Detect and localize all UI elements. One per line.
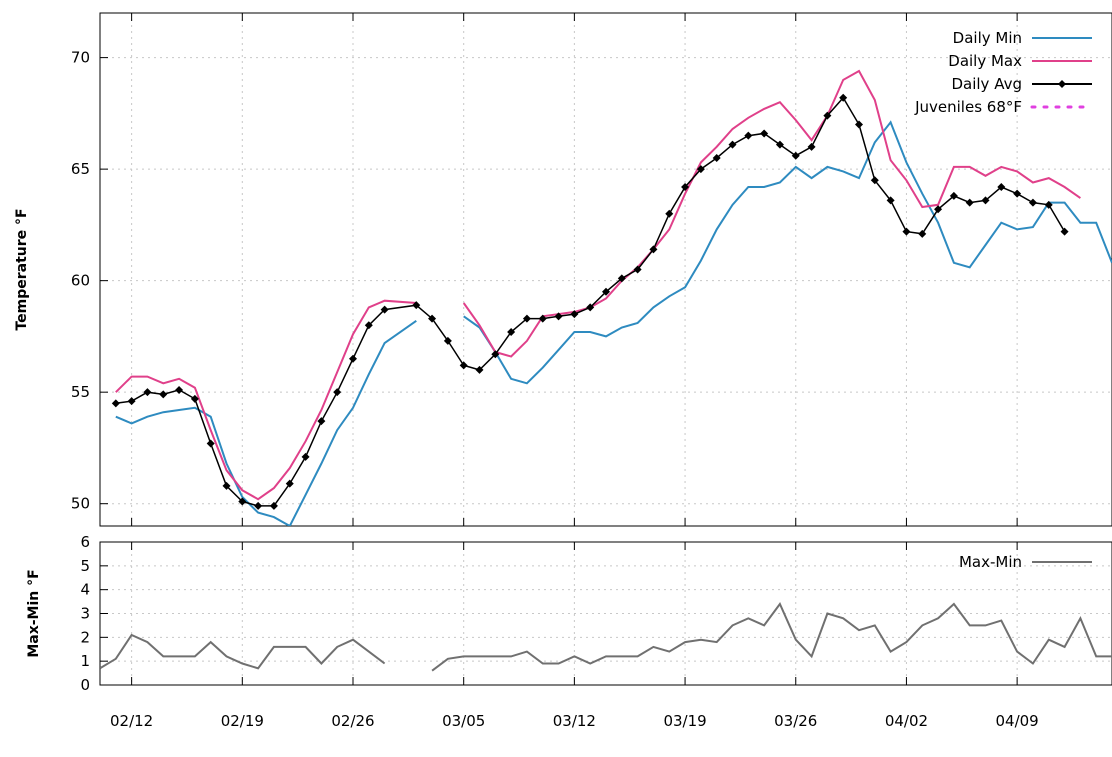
daily-avg-point — [728, 140, 737, 149]
temperature-panel: 50 55 60 65 70 Temperature °F Daily Min Daily M… — [14, 12, 1112, 527]
daily-avg-point — [349, 354, 357, 363]
x-tick-label: 02/19 — [221, 712, 264, 730]
daily-avg-point — [602, 287, 610, 296]
top-plot-frame — [99, 12, 1112, 527]
daily-avg-point — [949, 191, 958, 200]
daily-avg-point — [617, 274, 626, 283]
legend-label: Juveniles 68°F — [914, 98, 1022, 116]
y-tick-label: 1 — [80, 652, 90, 670]
daily-avg-point — [997, 182, 1006, 191]
daily-avg-point — [238, 497, 247, 506]
daily-avg-point — [206, 439, 215, 448]
x-tick-label: 04/09 — [996, 712, 1039, 730]
daily-avg-point — [775, 140, 784, 149]
daily-avg-point — [301, 452, 310, 461]
x-tick-label: 03/05 — [442, 712, 485, 730]
y-tick-label: 50 — [71, 495, 90, 513]
range-panel: 0 1 2 3 4 5 6 02/12 02/19 02/26 03/05 03/12 03/19 03/… — [26, 533, 1112, 730]
daily-avg-point — [696, 165, 705, 174]
daily-avg-point — [1044, 200, 1053, 209]
daily-avg-point — [507, 327, 516, 336]
legend-label: Daily Min — [953, 29, 1022, 47]
y-tick-label: 3 — [80, 605, 90, 623]
x-tick-label: 03/12 — [553, 712, 596, 730]
daily-avg-point — [269, 501, 278, 510]
daily-avg-point — [538, 314, 547, 323]
daily-min-line — [115, 120, 1112, 526]
daily-avg-point — [870, 176, 879, 185]
daily-avg-point — [491, 350, 500, 359]
daily-avg-point — [918, 229, 927, 238]
daily-avg-point — [807, 142, 816, 151]
daily-avg-point — [839, 93, 848, 102]
y-tick-label: 4 — [80, 581, 90, 599]
x-tick-label: 03/19 — [663, 712, 706, 730]
x-tick-label: 02/12 — [110, 712, 153, 730]
y-tick-label: 65 — [71, 160, 90, 178]
daily-avg-point — [364, 321, 373, 330]
daily-avg-point — [712, 153, 721, 162]
daily-avg-point — [902, 227, 911, 236]
daily-avg-point — [855, 120, 863, 129]
daily-avg-point — [475, 365, 484, 374]
daily-avg-point — [1028, 198, 1037, 207]
daily-avg-point — [649, 245, 658, 254]
daily-avg-point — [1013, 189, 1022, 198]
daily-avg-point — [285, 479, 294, 488]
x-tick-label: 03/26 — [774, 712, 817, 730]
daily-avg-point — [190, 394, 199, 403]
max-min-line — [100, 602, 1112, 672]
daily-avg-point — [143, 388, 152, 397]
daily-avg-point — [823, 111, 832, 120]
y-axis-label: Temperature °F — [14, 208, 30, 330]
y-tick-label: 0 — [80, 676, 90, 694]
daily-avg-point — [222, 481, 231, 490]
legend-marker — [1058, 80, 1066, 88]
daily-avg-point — [760, 129, 769, 138]
daily-avg-point — [443, 336, 452, 345]
daily-avg-point — [586, 303, 595, 312]
daily-avg-point — [744, 131, 753, 140]
legend-label: Daily Avg — [951, 75, 1022, 93]
daily-avg-line — [115, 96, 1066, 507]
daily-avg-point — [665, 209, 674, 218]
daily-avg-point — [886, 196, 895, 205]
y-tick-label: 60 — [71, 272, 90, 290]
y-tick-label: 6 — [80, 533, 90, 551]
daily-avg-point — [1060, 227, 1069, 236]
daily-avg-point — [522, 314, 531, 323]
daily-avg-point — [934, 205, 943, 214]
daily-avg-point — [111, 399, 120, 408]
daily-avg-point — [412, 301, 421, 310]
daily-avg-point — [554, 312, 563, 321]
daily-avg-point — [633, 265, 642, 274]
daily-avg-point — [254, 501, 263, 510]
legend-label: Daily Max — [948, 52, 1022, 70]
daily-avg-point — [175, 385, 184, 394]
daily-avg-point — [317, 417, 326, 426]
daily-avg-point — [570, 310, 579, 319]
daily-avg-point — [791, 151, 800, 160]
y-tick-label: 2 — [80, 628, 90, 646]
daily-avg-point — [333, 388, 342, 397]
legend-label: Max-Min — [959, 553, 1022, 571]
y-tick-label: 70 — [71, 49, 90, 67]
y-tick-label: 55 — [71, 383, 90, 401]
daily-avg-point — [981, 196, 990, 205]
daily-avg-point — [428, 314, 437, 323]
daily-avg-point — [380, 305, 389, 314]
x-tick-label: 04/02 — [885, 712, 928, 730]
y-axis-label: Max-Min °F — [26, 569, 42, 657]
daily-avg-point — [159, 390, 168, 399]
daily-avg-point — [965, 198, 974, 207]
daily-max-line — [115, 69, 1081, 501]
x-tick-label: 02/26 — [331, 712, 374, 730]
daily-avg-point — [681, 182, 690, 191]
y-tick-label: 5 — [80, 557, 90, 575]
daily-avg-point — [459, 361, 468, 370]
daily-avg-point — [127, 397, 136, 406]
